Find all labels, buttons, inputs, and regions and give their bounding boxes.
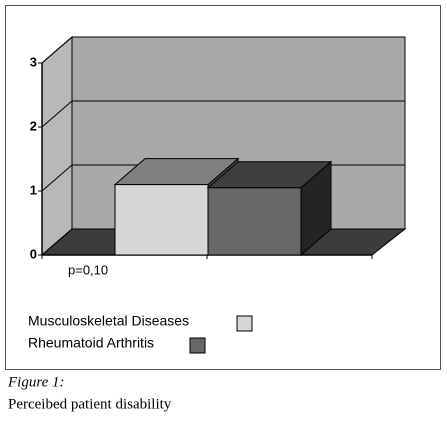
bar-top-shade — [208, 161, 331, 188]
bar — [114, 184, 209, 256]
bar-top-shade — [115, 158, 238, 185]
y-tick-label: 2 — [30, 118, 37, 133]
y-tick-label: 3 — [30, 54, 37, 69]
grid-line — [41, 100, 405, 128]
bar-side-shade — [301, 161, 331, 255]
bar — [207, 187, 302, 256]
grid-line — [41, 36, 405, 64]
legend-label: Rheumatoid Arthritis — [28, 335, 154, 351]
caption-label: Figure 1: — [7, 374, 65, 390]
legend-swatch — [189, 337, 206, 354]
caption-text: Perceibed patient disability — [8, 396, 172, 412]
annotation: p=0,10 — [68, 262, 108, 277]
y-tick-label: 1 — [30, 182, 37, 197]
legend-label: Musculoskeletal Diseases — [28, 313, 189, 329]
legend-swatch — [236, 315, 253, 332]
side-wall — [41, 35, 73, 257]
y-tick-label: 0 — [30, 246, 37, 261]
